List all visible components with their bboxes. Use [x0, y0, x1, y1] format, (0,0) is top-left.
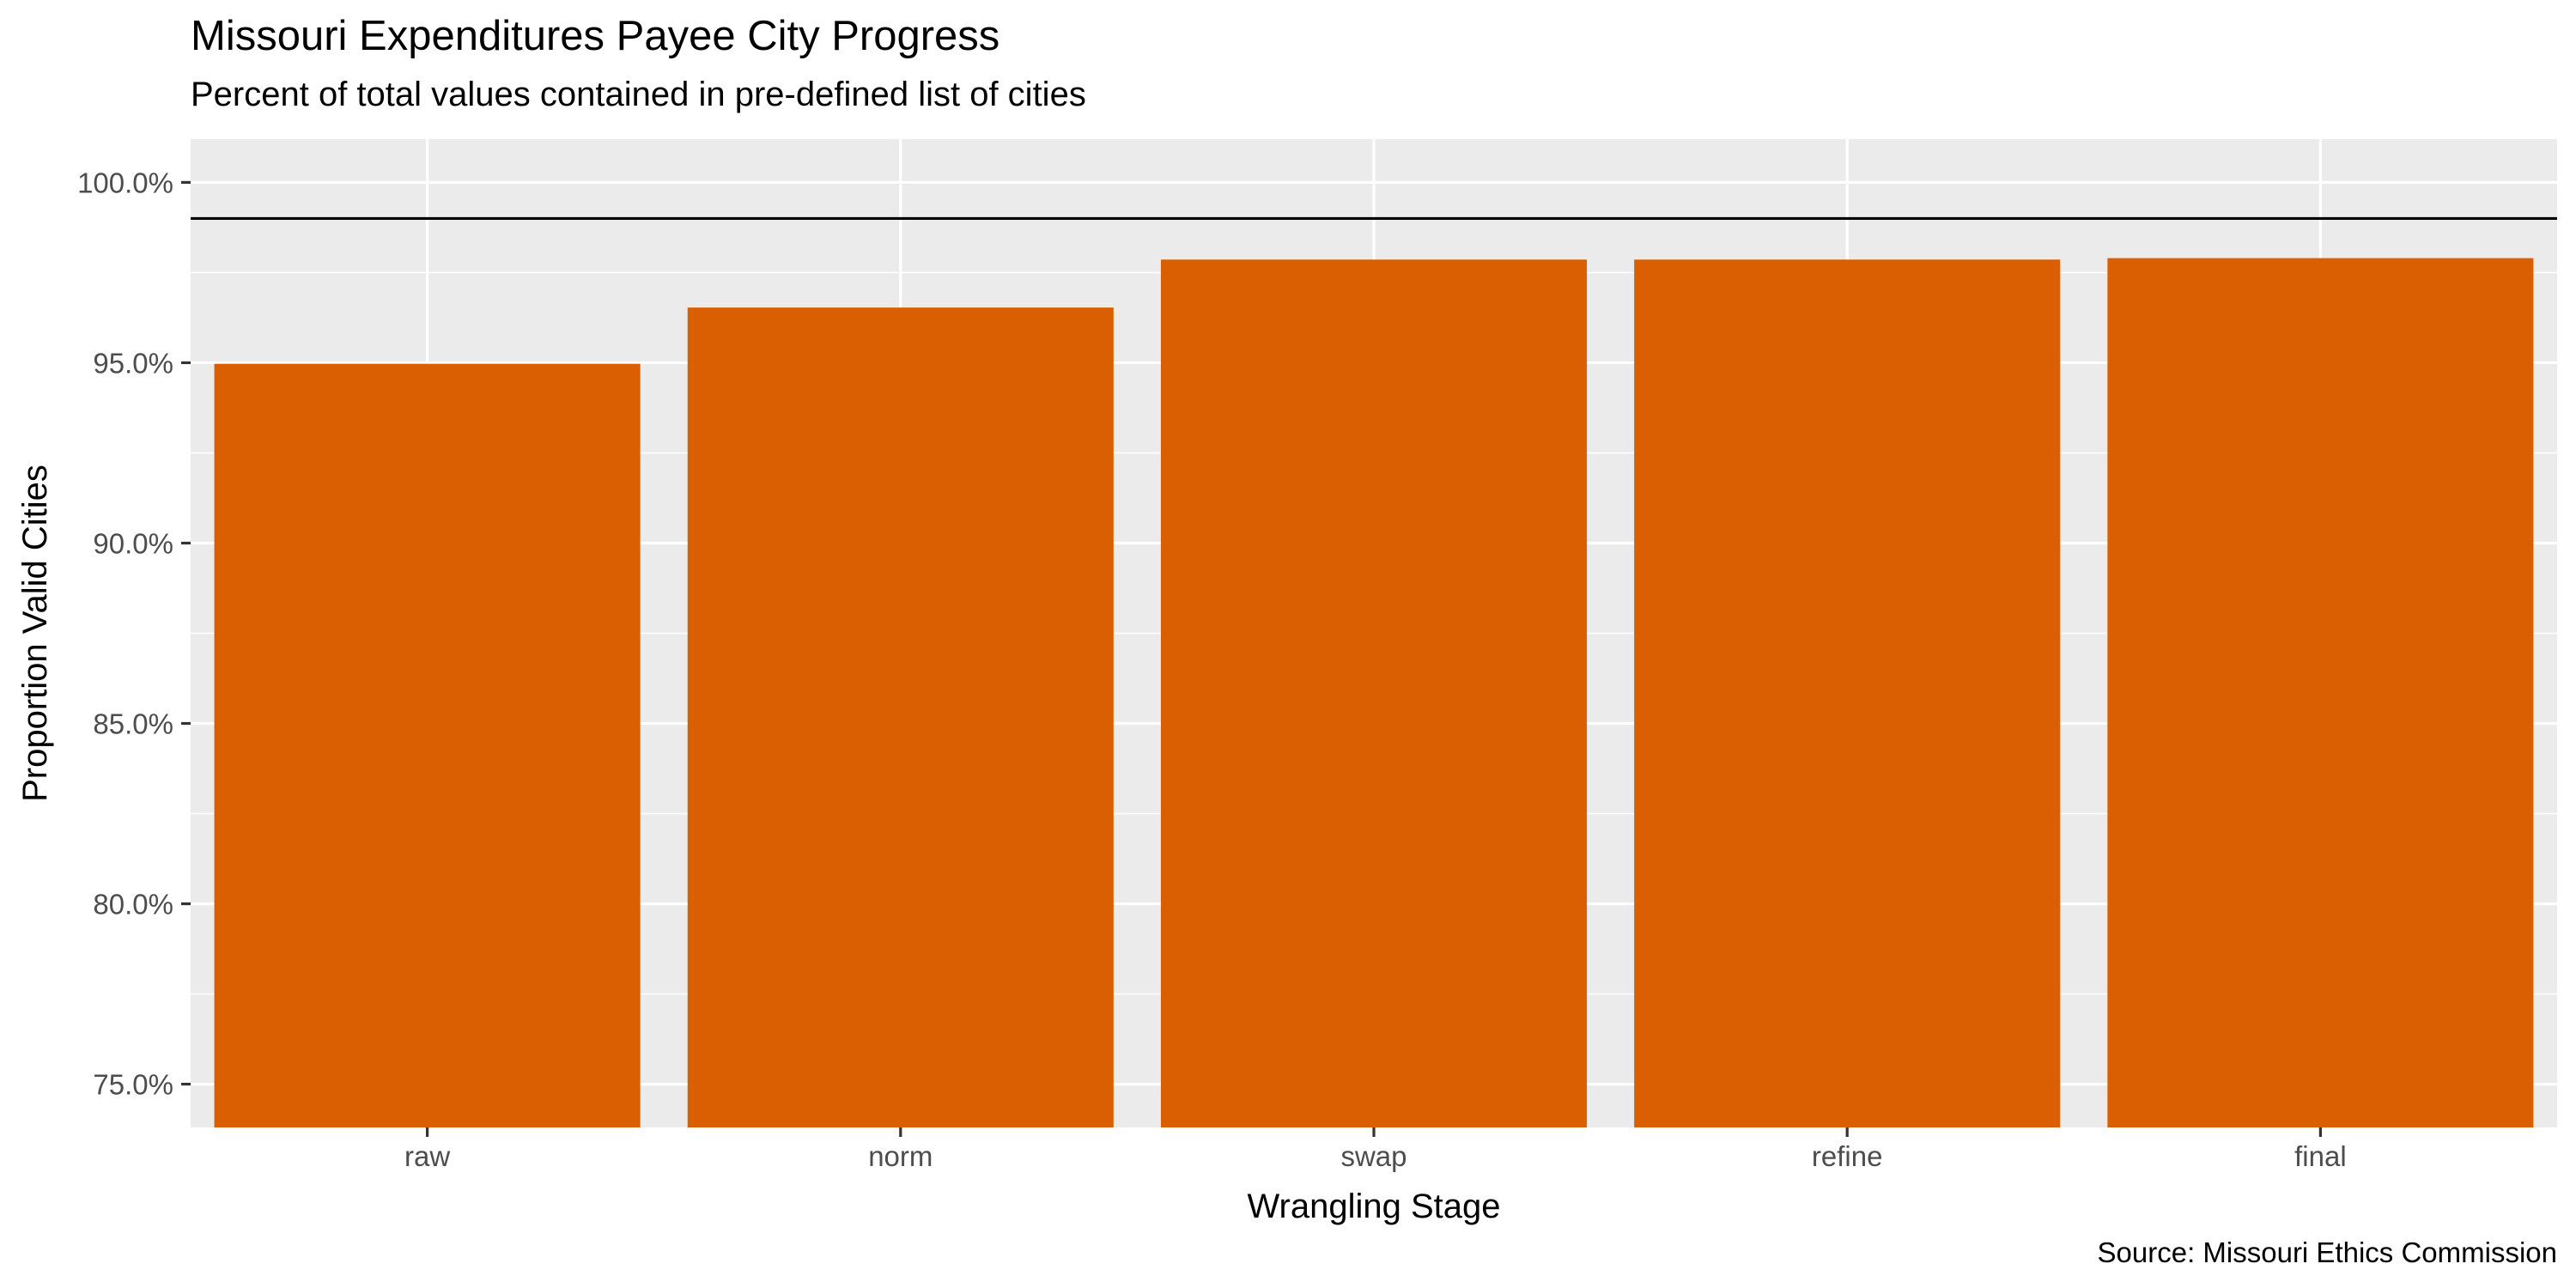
bar-refine — [1634, 259, 2061, 1127]
y-tick-label: 75.0% — [93, 1069, 173, 1101]
x-tick-label: norm — [868, 1140, 933, 1172]
bar-norm — [687, 307, 1114, 1127]
x-axis: raw norm swap refine final — [404, 1127, 2347, 1172]
bars — [214, 258, 2534, 1128]
x-tick-label: raw — [404, 1140, 450, 1172]
x-tick-label: swap — [1340, 1140, 1406, 1172]
chart-title: Missouri Expenditures Payee City Progres… — [191, 13, 1000, 59]
y-tick-label: 85.0% — [93, 708, 173, 740]
chart-caption: Source: Missouri Ethics Commission — [2097, 1236, 2557, 1268]
y-tick-label: 95.0% — [93, 347, 173, 379]
chart-subtitle: Percent of total values contained in pre… — [191, 76, 1086, 113]
x-axis-title: Wrangling Stage — [1248, 1188, 1501, 1225]
y-tick-label: 80.0% — [93, 889, 173, 920]
bar-raw — [214, 363, 641, 1128]
x-tick-label: final — [2294, 1140, 2347, 1172]
bar-swap — [1160, 259, 1588, 1127]
y-axis-title: Proportion Valid Cities — [16, 465, 54, 802]
y-tick-label: 90.0% — [93, 527, 173, 559]
y-axis: 75.0% 80.0% 85.0% 90.0% 95.0% 100.0% — [77, 167, 191, 1101]
bar-final — [2107, 258, 2534, 1127]
y-tick-label: 100.0% — [77, 167, 173, 198]
x-tick-label: refine — [1812, 1140, 1883, 1172]
